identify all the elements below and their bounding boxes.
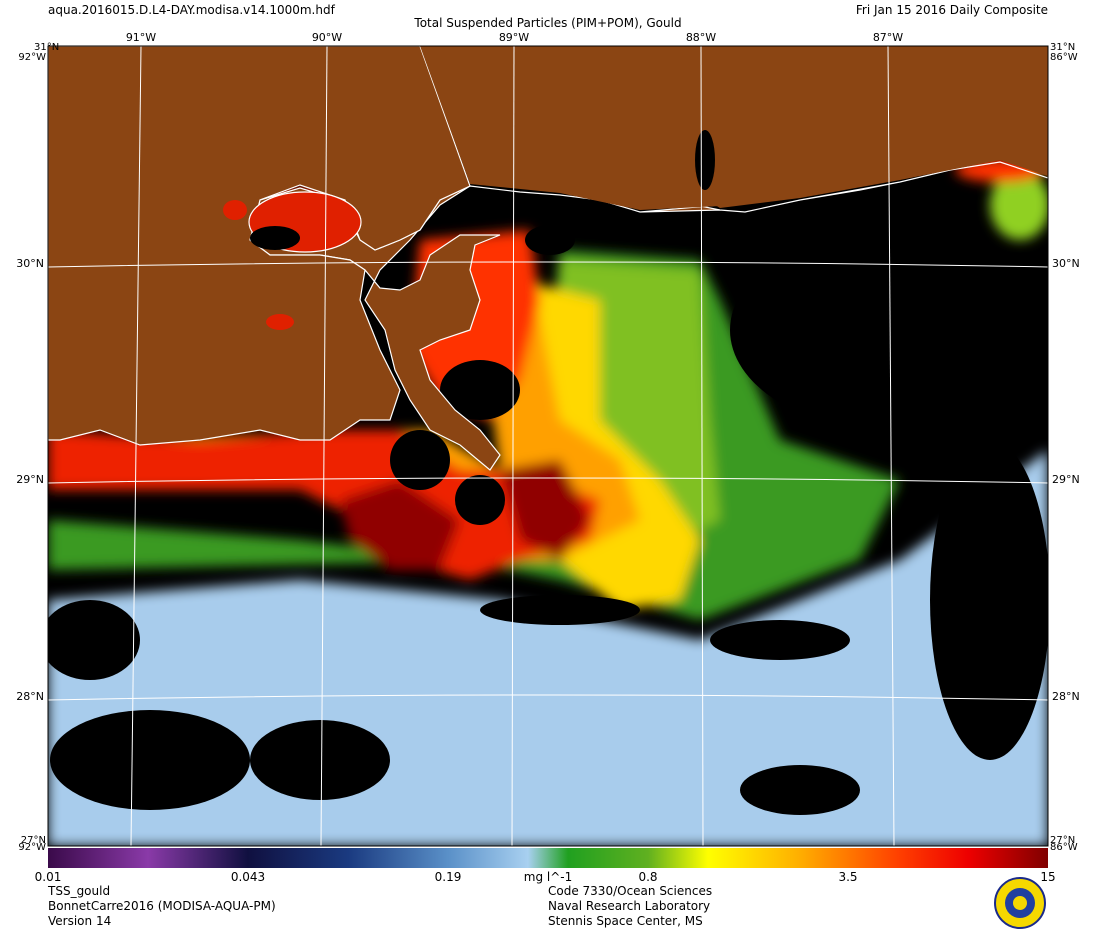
map-title: Total Suspended Particles (PIM+POM), Gou…: [413, 16, 681, 30]
corner-label: 86°W: [1050, 52, 1078, 63]
map-frame: [47, 45, 1049, 847]
lon-line: [700, 46, 704, 846]
graticule-labels: 30°N 30°N 29°N 29°N 28°N 28°N 91°W 90°W 89°W 88°W…: [16, 31, 1079, 853]
colorbar-tick-label: 15: [1040, 870, 1055, 884]
lat-label-right: 28°N: [1052, 690, 1080, 703]
lat-label-left: 29°N: [16, 473, 44, 486]
lat-label-left: 30°N: [16, 257, 44, 270]
colorbar-tick-label: 0.043: [231, 870, 265, 884]
file-name: aqua.2016015.D.L4-DAY.modisa.v14.1000m.h…: [48, 3, 336, 17]
lon-label: 88°W: [686, 31, 716, 44]
colorbar-units: mg l^-1: [524, 870, 572, 884]
corner-label: 27°N: [1050, 835, 1075, 846]
lon-label: 89°W: [499, 31, 529, 44]
lon-line: [511, 46, 515, 846]
corner-label: 92°W: [18, 52, 46, 63]
corner-label: 31°N: [1050, 42, 1075, 53]
lon-line: [887, 46, 895, 846]
lake-maurepas: [223, 200, 247, 220]
colorbar-tick-label: 0.8: [638, 870, 657, 884]
mobile-bay: [695, 130, 715, 190]
colorbar-tick-label: 0.01: [35, 870, 62, 884]
colorbar-tick-label: 3.5: [838, 870, 857, 884]
cloud-patches: [48, 225, 1048, 815]
corner-label: 92°W: [18, 842, 46, 853]
lat-label-left: 28°N: [16, 690, 44, 703]
lon-line: [320, 46, 328, 846]
date-label: Fri Jan 15 2016 Daily Composite: [856, 3, 1048, 17]
lon-line: [130, 46, 142, 846]
lon-label: 90°W: [312, 31, 342, 44]
footer-center-1: Code 7330/Ocean Sciences: [548, 884, 712, 898]
lat-line: [48, 261, 1048, 268]
lat-line: [48, 694, 1048, 701]
lat-line: [48, 477, 1048, 484]
nrl-logo: [994, 877, 1046, 929]
corner-label: 86°W: [1050, 842, 1078, 853]
corner-label: 27°N: [21, 835, 46, 846]
colorbar-labels: 0.01 0.043 0.19 0.8 3.5 15: [35, 870, 1056, 884]
lon-label: 87°W: [873, 31, 903, 44]
lon-label: 91°W: [126, 31, 156, 44]
footer-center-3: Stennis Space Center, MS: [548, 914, 703, 928]
lake-no-data: [250, 226, 300, 250]
footer-left-2: BonnetCarre2016 (MODISA-AQUA-PM): [48, 899, 276, 913]
footer-left-1: TSS_gould: [47, 884, 110, 898]
lake-salvador: [266, 314, 294, 330]
land-north: [420, 46, 1048, 210]
footer-left-3: Version 14: [48, 914, 111, 928]
land-west: [48, 46, 471, 446]
graticule: [48, 46, 1048, 846]
map: [48, 46, 1048, 846]
corner-label: 31°N: [34, 42, 59, 53]
footer-center-2: Naval Research Laboratory: [548, 899, 710, 913]
lat-label-right: 29°N: [1052, 473, 1080, 486]
tss-field: [48, 158, 1048, 846]
colorbar: [48, 848, 1048, 868]
colorbar-tick-label: 0.19: [435, 870, 462, 884]
lat-label-right: 30°N: [1052, 257, 1080, 270]
